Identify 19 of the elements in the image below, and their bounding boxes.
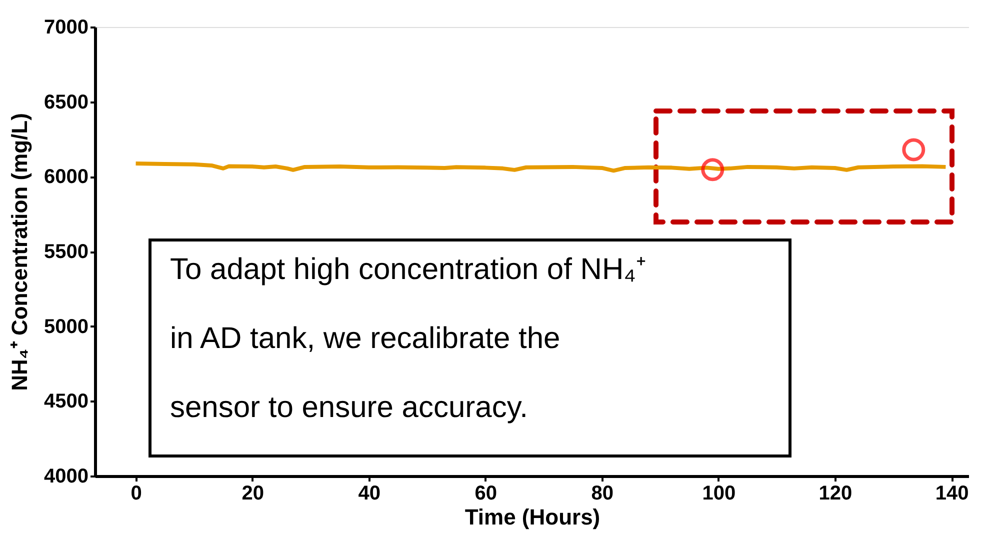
x-tick-label: 60 <box>474 482 498 504</box>
y-tick-label: 5000 <box>44 316 88 338</box>
x-tick-label: 80 <box>591 482 614 504</box>
y-tick-label: 6500 <box>44 91 88 114</box>
x-axis-title: Time (Hours) <box>464 504 600 530</box>
y-axis-title: NH₄⁺ Concentration (mg/L) <box>7 113 32 391</box>
y-tick-label: 5500 <box>44 241 88 263</box>
y-tick-label: 7000 <box>44 16 88 38</box>
text: To adapt high concentration of NH₄⁺ in AD tank, we recalibrate the sensor to ensure accuracy. <box>170 253 646 424</box>
y-tick-label: 6000 <box>44 166 88 188</box>
x-tick-label: 20 <box>242 482 264 504</box>
x-tick-label: 0 <box>130 482 142 504</box>
line-series <box>134 161 948 173</box>
y-tick-label: 4000 <box>44 466 88 488</box>
x-tick-label: 40 <box>358 482 380 504</box>
x-tick-label: 140 <box>935 482 969 504</box>
y-tick-label: 4500 <box>44 390 88 413</box>
x-tick-label: 120 <box>818 482 852 504</box>
x-tick-label: 100 <box>702 482 736 504</box>
